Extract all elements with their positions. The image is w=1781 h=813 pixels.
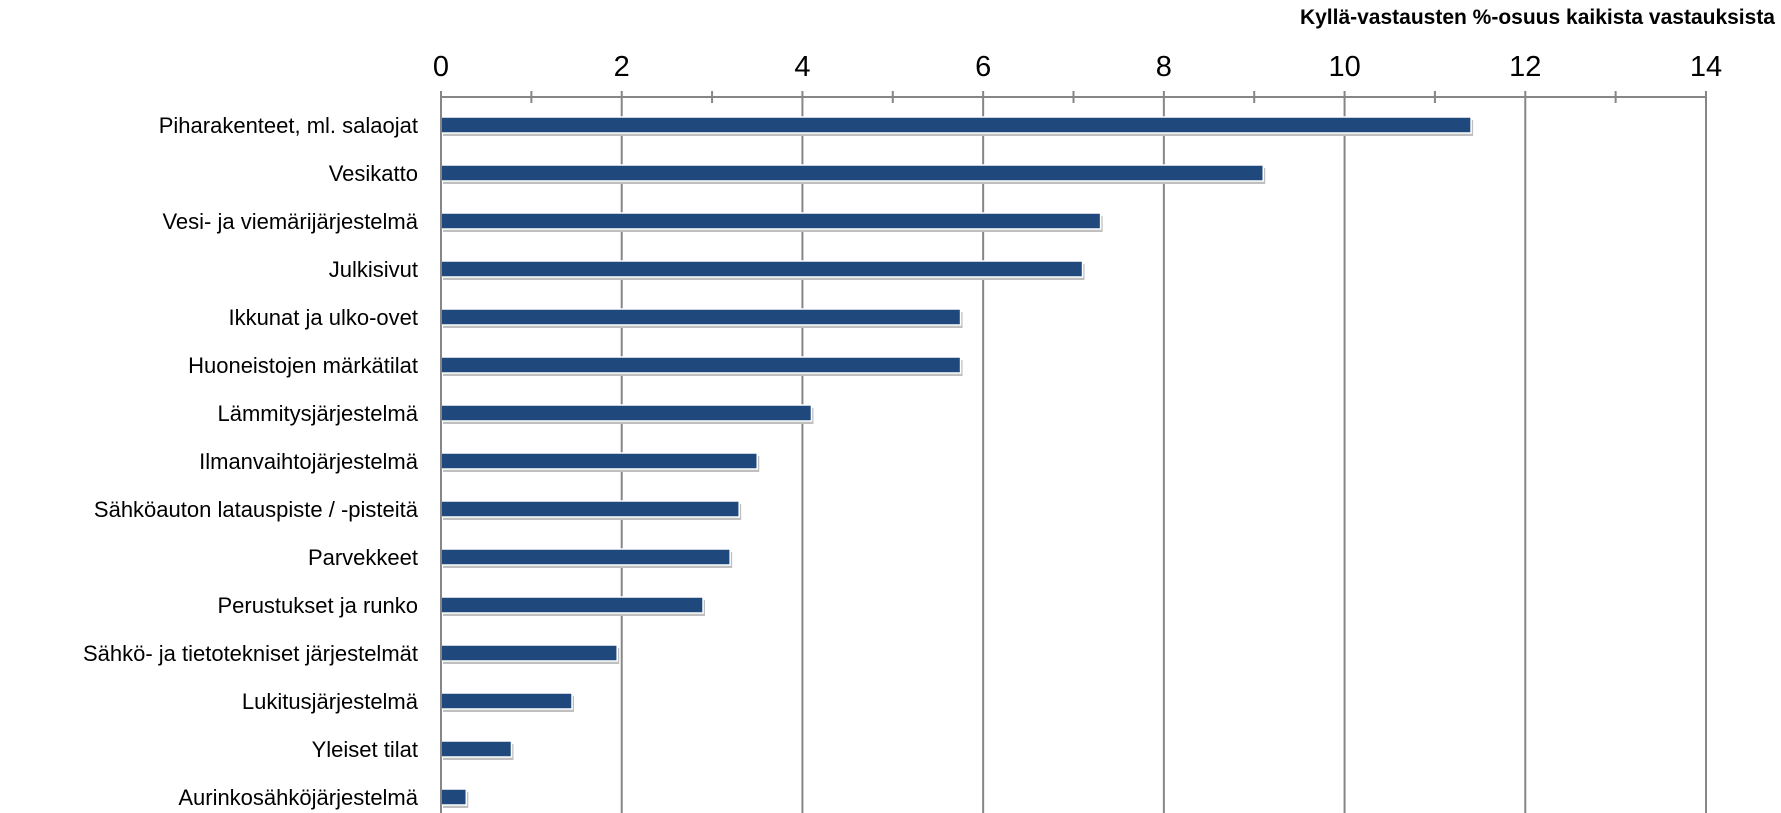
x-tick-label: 8 xyxy=(1156,51,1172,83)
x-tick-label: 0 xyxy=(433,51,449,83)
bar xyxy=(440,116,1472,134)
x-tick-label: 4 xyxy=(794,51,810,83)
x-tick-label: 12 xyxy=(1509,51,1541,83)
bar xyxy=(440,260,1084,278)
x-axis-title: Kyllä-vastausten %-osuus kaikista vastau… xyxy=(1300,6,1775,29)
x-tick-label: 2 xyxy=(614,51,630,83)
category-label: Yleiset tilat xyxy=(312,737,418,762)
category-label: Sähköauton latauspiste / -pisteitä xyxy=(94,497,419,522)
category-label: Vesikatto xyxy=(329,161,418,186)
bar xyxy=(440,644,618,662)
bar xyxy=(440,164,1264,182)
category-label: Ilmanvaihtojärjestelmä xyxy=(199,449,419,474)
x-tick-label: 6 xyxy=(975,51,991,83)
category-label: Perustukset ja runko xyxy=(217,593,418,618)
category-label: Lukitusjärjestelmä xyxy=(242,689,419,714)
category-label: Lämmitysjärjestelmä xyxy=(218,401,419,426)
bar xyxy=(440,500,740,518)
category-label: Julkisivut xyxy=(329,257,418,282)
x-tick-label: 14 xyxy=(1690,51,1722,83)
bar xyxy=(440,452,758,470)
category-label: Parvekkeet xyxy=(308,545,418,570)
bar xyxy=(440,356,962,374)
x-axis-ticks: 0 2 4 6 8 10 12 14 xyxy=(433,51,1722,103)
bar xyxy=(440,212,1102,230)
category-label: Huoneistojen märkätilat xyxy=(188,353,418,378)
bar xyxy=(440,740,513,758)
gridlines xyxy=(620,97,1707,813)
category-label: Ikkunat ja ulko-ovet xyxy=(228,305,418,330)
category-labels: Piharakenteet, ml. salaojat Vesikatto Vesi… xyxy=(83,113,419,810)
category-label: Piharakenteet, ml. salaojat xyxy=(159,113,418,138)
bar xyxy=(440,308,962,326)
bars xyxy=(440,116,1474,808)
bar xyxy=(440,788,468,806)
bar xyxy=(440,596,704,614)
bar xyxy=(440,404,813,422)
bar xyxy=(440,692,573,710)
category-label: Vesi- ja viemärijärjestelmä xyxy=(162,209,418,234)
bar xyxy=(440,548,731,566)
category-label: Aurinkosähköjärjestelmä xyxy=(178,785,418,810)
category-label: Sähkö- ja tietotekniset järjestelmät xyxy=(83,641,418,666)
x-tick-label: 10 xyxy=(1328,51,1360,83)
